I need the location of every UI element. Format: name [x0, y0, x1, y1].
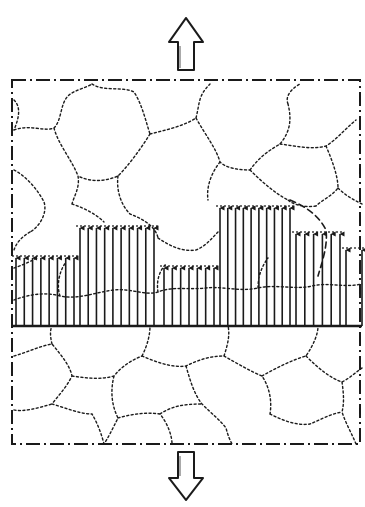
down-arrow-icon — [168, 451, 204, 501]
stress-arrow-field — [12, 205, 365, 326]
up-arrow-icon — [168, 17, 204, 71]
specimen-frame — [11, 79, 361, 445]
